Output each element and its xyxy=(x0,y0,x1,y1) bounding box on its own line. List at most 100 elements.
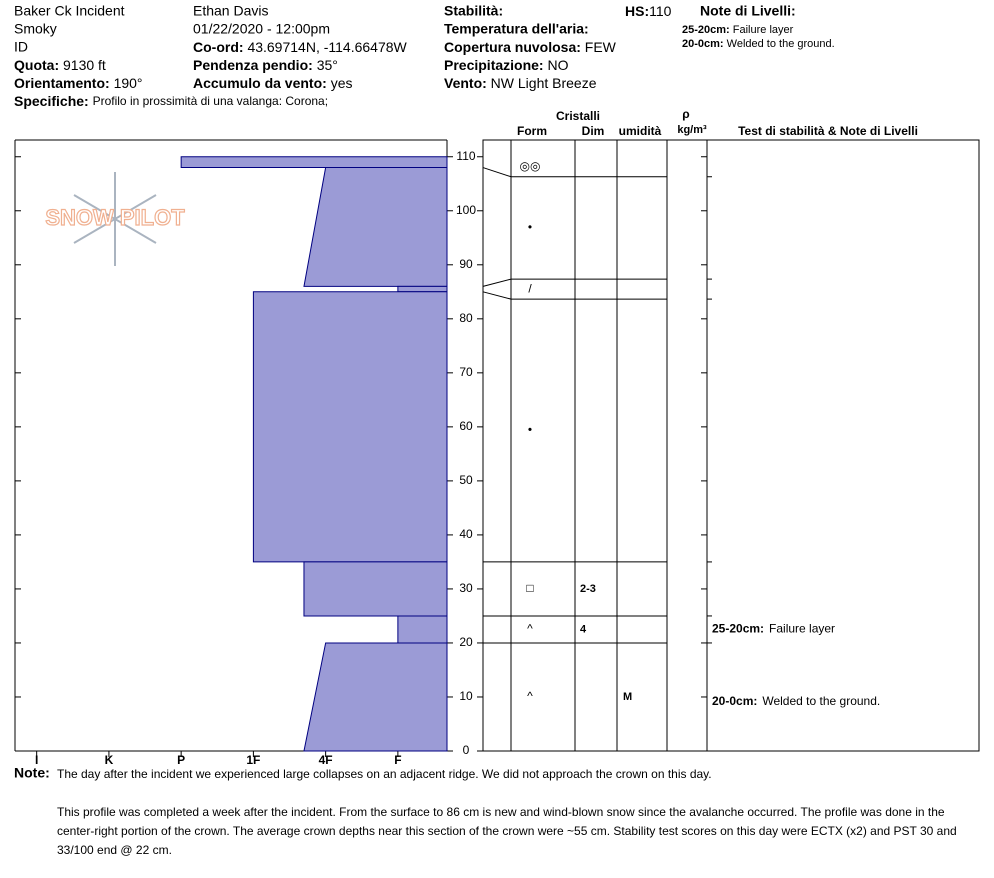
layer-notes-title: Note di Livelli: xyxy=(700,3,796,19)
form: • xyxy=(528,423,532,437)
value: Failure layer xyxy=(769,622,835,636)
wind-loading: Accumulo da vento: yes xyxy=(193,75,352,91)
slope: Pendenza pendio: 35° xyxy=(193,57,338,73)
value: NW Light Breeze xyxy=(491,75,597,91)
coords: Co-ord: 43.69714N, -114.66478W xyxy=(193,39,408,55)
logo xyxy=(73,172,157,266)
hs: HS:110 xyxy=(625,3,672,19)
test-note: 20-0cm: Welded to the ground. xyxy=(712,694,880,708)
y-tick-label: 20 xyxy=(459,635,473,649)
moisture: M xyxy=(623,691,632,703)
x-tick-label: 1F xyxy=(246,753,260,767)
note: The day after the incident we experience… xyxy=(57,767,712,781)
incident: Baker Ck Incident xyxy=(14,3,125,19)
hardness-layer xyxy=(303,167,448,287)
hardness-layer xyxy=(303,642,448,752)
value: 9130 ft xyxy=(63,57,106,73)
x-tick-label: F xyxy=(394,753,401,767)
y-tick-label: 10 xyxy=(459,689,473,703)
wind: Vento: NW Light Breeze xyxy=(444,75,597,91)
hardness-layer xyxy=(303,561,448,617)
hardness-layer xyxy=(252,291,448,563)
note-label: Note: xyxy=(14,765,50,781)
label: 25-20cm: xyxy=(712,622,764,636)
header-cell: kg/m³ xyxy=(677,124,707,136)
y-tick-label: 50 xyxy=(459,473,473,487)
hardness-layer xyxy=(397,615,448,644)
value: Welded to the ground. xyxy=(727,38,835,50)
form: / xyxy=(528,281,532,295)
value: Failure layer xyxy=(733,24,794,36)
label: Copertura nuvolosa: xyxy=(444,39,581,55)
state: ID xyxy=(14,39,28,55)
hardness-layer xyxy=(397,285,448,293)
y-tick-label: 40 xyxy=(459,527,473,541)
value: FEW xyxy=(585,39,617,55)
value: yes xyxy=(331,75,353,91)
form: ^ xyxy=(527,689,533,703)
header-cell: Dim xyxy=(582,124,605,138)
label: Accumulo da vento: xyxy=(193,75,327,91)
value: NO xyxy=(547,57,568,73)
value: 35° xyxy=(317,57,338,73)
stability: Stabilità: xyxy=(444,3,503,19)
label: HS: xyxy=(625,3,649,19)
label: Co-ord: xyxy=(193,39,244,55)
size: 2-3 xyxy=(580,583,596,595)
header-cell: ρ xyxy=(682,107,689,121)
y-tick-label: 70 xyxy=(459,365,473,379)
observer: Ethan Davis xyxy=(193,3,268,19)
elevation: Quota: 9130 ft xyxy=(14,57,106,73)
label: Specifiche: xyxy=(14,93,89,109)
header-cell: umidità xyxy=(619,124,662,138)
form: □ xyxy=(526,581,533,595)
y-tick-label: 30 xyxy=(459,581,473,595)
layer-boundary xyxy=(482,278,667,287)
x-tick-label: K xyxy=(105,753,114,767)
chart: Baker Ck Incident Smoky ID Quota: 9130 f… xyxy=(14,3,980,781)
x-tick-label: I xyxy=(35,753,38,767)
range: Smoky xyxy=(14,21,57,37)
form: • xyxy=(528,220,532,234)
value: 43.69714N, -114.66478W xyxy=(247,39,407,55)
y-tick-label: 110 xyxy=(456,149,475,163)
label: 25-20cm: xyxy=(682,24,730,36)
air-temp: Temperatura dell'aria: xyxy=(444,21,589,37)
label: 20-0cm: xyxy=(712,694,757,708)
layer-boundary xyxy=(482,291,667,300)
value: Profilo in prossimità di una valanga: Co… xyxy=(93,94,328,108)
sky: Copertura nuvolosa: FEW xyxy=(444,39,617,55)
aspect: Orientamento: 190° xyxy=(14,75,143,91)
hardness-layer xyxy=(180,156,448,169)
layer-note: 20-0cm: Welded to the ground. xyxy=(682,38,835,50)
table-frame xyxy=(482,139,980,752)
logo-text: SNOW PILOT xyxy=(45,205,185,230)
header-cell: Test di stabilità & Note di Livelli xyxy=(738,124,918,138)
layer-note: 25-20cm: Failure layer xyxy=(682,24,794,36)
y-tick-label: 0 xyxy=(463,743,470,757)
details: This profile was completed a week after … xyxy=(57,805,957,857)
label: Vento: xyxy=(444,75,487,91)
specifics: Specifiche: Profilo in prossimità di una… xyxy=(14,93,328,109)
label: 20-0cm: xyxy=(682,38,724,50)
x-tick-label: P xyxy=(177,753,185,767)
test-note: 25-20cm: Failure layer xyxy=(712,622,835,636)
label: Precipitazione: xyxy=(444,57,544,73)
form: ^ xyxy=(527,622,533,636)
y-tick-label: 90 xyxy=(459,257,473,271)
size: 4 xyxy=(580,623,587,635)
value: Welded to the ground. xyxy=(762,694,880,708)
layer-boundary xyxy=(482,167,667,178)
y-tick-label: 60 xyxy=(459,419,473,433)
label: Pendenza pendio: xyxy=(193,57,313,73)
header-cell: Form xyxy=(517,124,547,138)
y-tick-label: 80 xyxy=(459,311,473,325)
form: ◎◎ xyxy=(520,159,541,173)
header-cell: Cristalli xyxy=(556,109,600,123)
y-tick-label: 100 xyxy=(456,203,476,217)
x-tick-label: 4F xyxy=(319,753,333,767)
label: Orientamento: xyxy=(14,75,110,91)
precip: Precipitazione: NO xyxy=(444,57,569,73)
value: 190° xyxy=(114,75,143,91)
